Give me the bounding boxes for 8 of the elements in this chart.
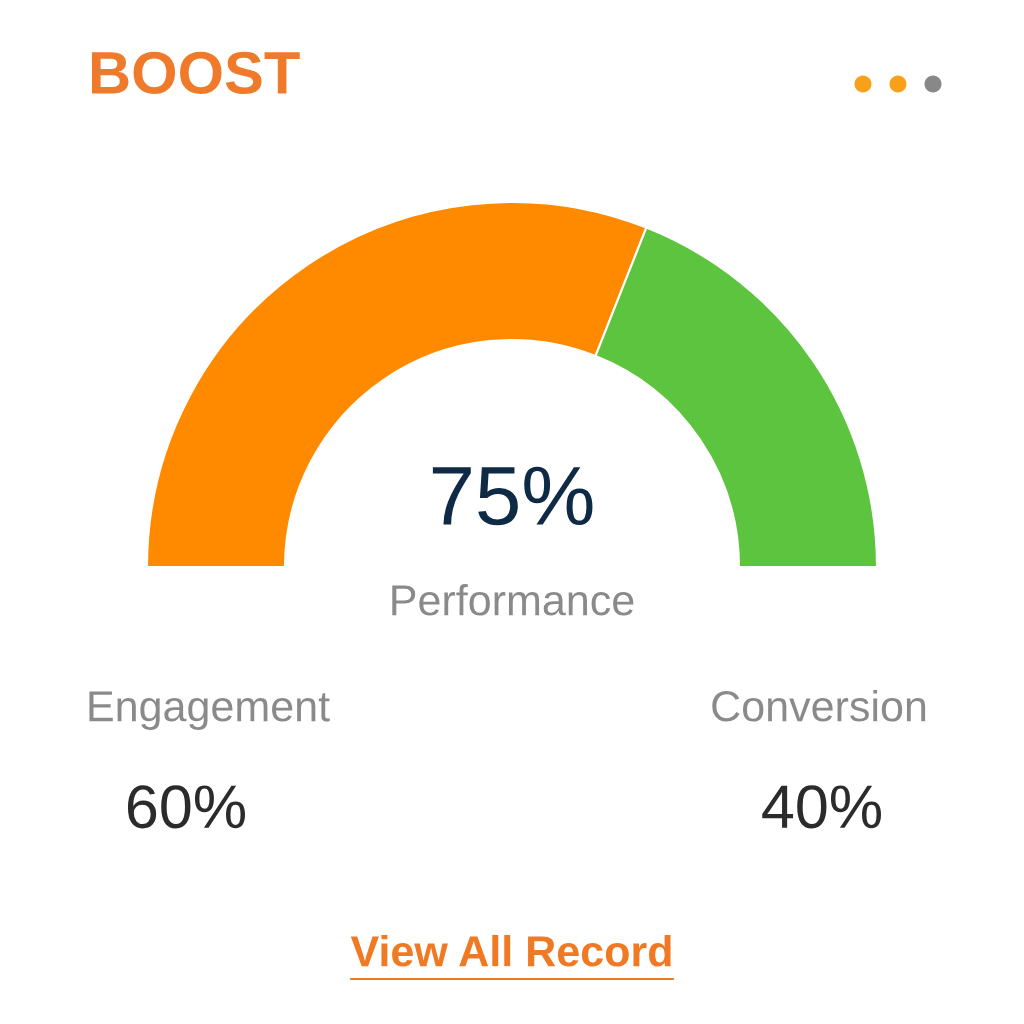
text: 40% — [762, 785, 881, 829]
text: 75% — [432, 466, 593, 526]
text: Performance — [392, 583, 634, 616]
text: Engagement — [89, 691, 330, 731]
text: Conversion — [712, 689, 926, 722]
text: 60% — [127, 785, 245, 829]
text: View All Record — [350, 934, 671, 967]
chart-title: BOOST — [91, 51, 300, 95]
